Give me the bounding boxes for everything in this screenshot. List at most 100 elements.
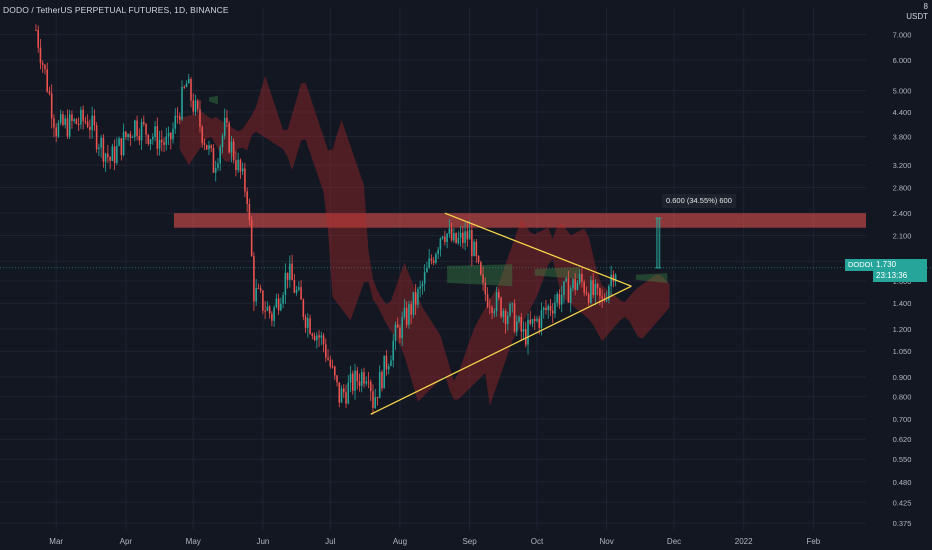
candle-body: [271, 313, 273, 321]
x-tick-label: Aug: [393, 537, 407, 546]
candle-body: [93, 115, 96, 126]
candle-body: [410, 304, 412, 315]
candle-body: [55, 127, 57, 137]
candle-body: [592, 280, 594, 295]
candle-body: [80, 109, 82, 125]
candle-body: [255, 288, 257, 302]
candle-body: [565, 278, 567, 282]
candle-body: [217, 163, 219, 168]
candle-body: [569, 288, 572, 303]
candle-body: [127, 133, 129, 138]
candle-body: [520, 316, 523, 332]
candle-body: [475, 241, 478, 257]
candle-body: [383, 355, 386, 389]
candle-body: [86, 121, 89, 127]
candle-body: [522, 329, 525, 332]
candle-body: [587, 294, 590, 303]
candle-body: [511, 303, 514, 305]
x-tick-label: May: [186, 537, 201, 546]
y-tick-label: 2.800: [893, 183, 912, 192]
x-tick-label: Mar: [49, 537, 63, 546]
candle-body: [298, 287, 300, 290]
candle-body: [338, 382, 341, 403]
candle-body: [262, 290, 264, 311]
candle-body: [203, 142, 206, 145]
candle-body: [345, 392, 347, 404]
candle-body: [585, 292, 588, 295]
candle-body: [549, 305, 552, 311]
candle-body: [77, 123, 80, 125]
y-tick-label: 0.900: [893, 373, 912, 382]
candle-body: [432, 260, 435, 263]
candle-body: [136, 120, 138, 136]
candle-body: [149, 139, 152, 144]
candle-body: [237, 159, 239, 171]
candle-body: [340, 388, 343, 403]
candle-body: [134, 120, 136, 138]
candle-body: [140, 121, 143, 141]
candle-body: [284, 272, 287, 295]
cloud-bull: [208, 95, 218, 105]
candle-body: [437, 249, 439, 254]
candle-body: [450, 228, 453, 241]
x-tick-label: Jul: [325, 537, 335, 546]
candle-body: [35, 29, 37, 31]
candle-body: [540, 309, 543, 328]
candle-body: [378, 371, 381, 398]
candle-body: [538, 318, 541, 328]
cloud-bear: [179, 75, 670, 406]
candle-body: [66, 118, 69, 137]
candle-body: [304, 316, 307, 328]
candle-body: [462, 232, 464, 243]
y-tick-label: 7.000: [893, 30, 912, 39]
candle-body: [560, 294, 563, 305]
y-tick-label: 3.200: [893, 161, 912, 170]
candle-body: [50, 93, 53, 119]
candle-body: [414, 292, 417, 305]
candle-body: [529, 319, 532, 324]
candle-body: [567, 278, 570, 303]
candle-body: [59, 114, 62, 123]
candle-body: [91, 115, 93, 131]
x-tick-label: Jun: [256, 537, 269, 546]
candle-body: [293, 280, 296, 293]
candle-body: [309, 318, 311, 334]
candle-body: [154, 126, 156, 137]
candle-body: [448, 228, 451, 234]
candle-body: [199, 109, 201, 127]
candle-body: [554, 302, 556, 314]
candle-body: [156, 126, 159, 149]
x-tick-label: Oct: [531, 537, 544, 546]
candle-body: [369, 381, 372, 392]
candle-body: [68, 114, 71, 137]
trendline-upper: [444, 212, 632, 287]
x-tick-label: Apr: [120, 537, 133, 546]
candle-body: [563, 281, 565, 295]
candle-body: [300, 287, 302, 300]
candle-body: [190, 78, 192, 101]
candle-body: [131, 137, 134, 139]
candle-body: [201, 126, 204, 143]
candle-body: [214, 167, 217, 173]
candle-body: [430, 258, 433, 261]
y-tick-label: 1.400: [893, 299, 912, 308]
y-tick-label: 0.700: [893, 415, 912, 424]
candle-body: [334, 366, 336, 376]
candle-body: [513, 303, 516, 332]
candle-body: [196, 100, 199, 110]
candle-body: [547, 305, 550, 311]
candle-body: [84, 121, 87, 123]
candle-body: [489, 306, 491, 308]
current-price-label: 1.730: [873, 259, 927, 271]
candle-body: [390, 360, 392, 366]
y-tick-label: 2.400: [893, 209, 912, 218]
time-axis[interactable]: Mar Apr May Jun Jul Aug Sep Oct Nov Dec 2022 Feb: [49, 537, 820, 546]
x-tick-label: Dec: [667, 537, 681, 546]
trendline-lower: [370, 285, 632, 415]
candle-body: [223, 117, 226, 136]
y-tick-label: 0.425: [893, 498, 912, 507]
candle-body: [405, 307, 408, 325]
candle-body: [441, 236, 444, 239]
candle-body: [498, 292, 500, 298]
